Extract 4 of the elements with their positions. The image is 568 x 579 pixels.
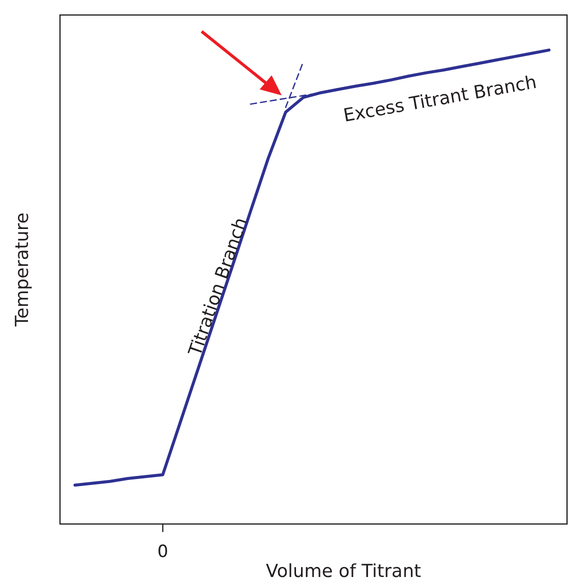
x-axis-title: Volume of Titrant [266,561,422,579]
annotation: Excess Titrant Branch [342,72,538,127]
y-axis-title: Temperature [12,212,33,328]
text: 0 [157,542,168,562]
